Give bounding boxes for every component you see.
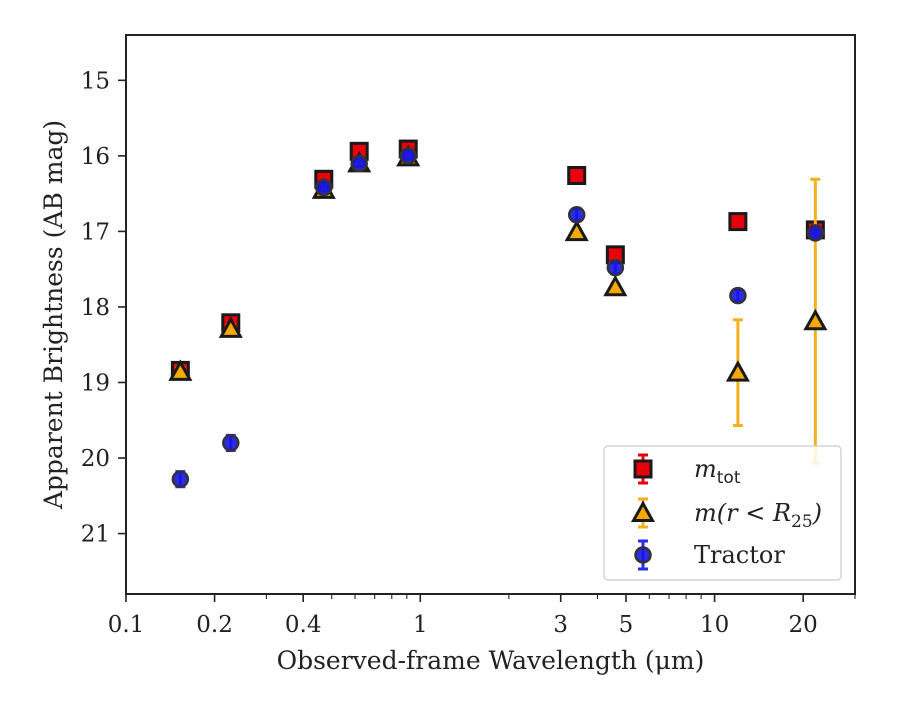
series-1 [170,139,825,380]
x-tick-label: 0.4 [285,612,322,638]
y-axis-label: Apparent Brightness (AB mag) [39,120,68,510]
data-point [222,434,240,452]
x-tick-label: 0.1 [108,612,145,638]
data-point [606,258,625,277]
data-point [806,224,825,242]
y-tick-label: 17 [81,219,110,245]
legend-entry: m(r < R25) [630,497,822,532]
data-point [603,274,628,297]
x-axis-label: Observed-frame Wavelength (μm) [277,646,705,675]
y-tick-label: 20 [81,446,110,472]
legend-entry: Tractor [634,539,785,571]
plot-frame [125,34,856,595]
data-point [567,166,587,186]
legend-label: Tractor [694,541,785,569]
y-tick-label: 16 [81,144,110,170]
data-point [168,359,193,381]
series-3 [171,147,825,489]
legend-label: m(r < R25) [694,499,822,532]
legend-label: mtot [694,455,741,488]
legend-marker [633,459,653,479]
y-tick-label: 19 [81,370,110,396]
data-point [171,470,190,488]
legend: mtot m(r < R25) Tractor [603,445,842,581]
x-tick-label: 10 [700,612,729,638]
data-point [350,154,368,173]
legend-marker [634,546,652,564]
data-point [218,316,243,338]
series-2 [168,144,828,465]
x-tick-label: 1 [413,612,428,638]
data-point [564,219,589,242]
x-tick-label: 20 [789,612,818,638]
data-layer [168,139,828,489]
x-tick-label: 0.2 [196,612,233,638]
data-point [399,147,417,165]
y-tick-label: 18 [81,295,110,321]
ticks-layer: 0.1 0.2 0.4 1 3 5 10 20 15 16 17 18 19 20 21 [81,68,856,638]
x-tick-label: 3 [553,612,568,638]
data-point [725,360,750,382]
data-point [567,206,586,224]
legend-entry: mtot [633,453,741,488]
data-point [729,286,747,305]
data-point [728,212,748,232]
legend-marker [630,500,656,522]
data-point [803,308,828,331]
y-tick-label: 15 [81,68,110,94]
legend-box [603,445,842,581]
data-point [315,178,333,197]
x-tick-label: 5 [619,612,634,638]
y-tick-label: 21 [81,522,110,548]
